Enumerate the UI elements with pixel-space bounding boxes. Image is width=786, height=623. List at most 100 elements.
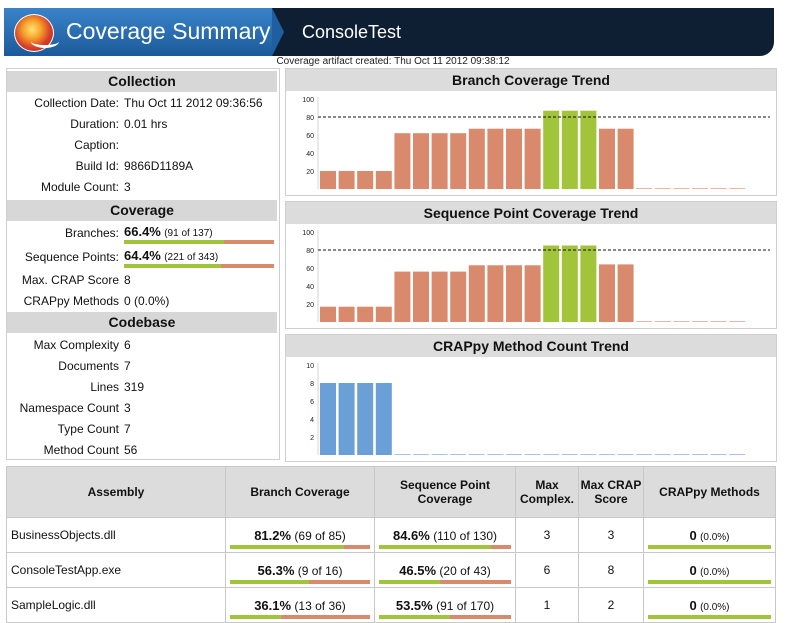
y-tick-label: 60 <box>306 266 314 273</box>
chart-bar <box>524 128 541 189</box>
assembly-name[interactable]: ConsoleTestApp.exe <box>6 552 226 588</box>
build-id-row: Build Id: 9866D1189A <box>7 155 277 176</box>
sequence-coverage-cell: 53.5% (91 of 170) <box>374 587 516 623</box>
assembly-name[interactable]: SampleLogic.dll <box>6 587 226 623</box>
crappy-method-trend-chart: CRAPpy Method Count Trend 10 8 6 4 2 <box>285 334 777 462</box>
collection-date-row: Collection Date: Thu Oct 11 2012 09:36:5… <box>7 92 277 113</box>
crappy-pct: (0.0%) <box>700 601 730 613</box>
y-tick-label: 100 <box>302 97 314 104</box>
chart-bar <box>320 171 336 189</box>
covered-fill <box>379 545 491 549</box>
sequence-pct: 84.6% <box>392 527 430 543</box>
row-value: 0.01 hrs <box>124 117 168 131</box>
chart-bar <box>320 306 336 322</box>
assembly-name[interactable]: BusinessObjects.dll <box>6 517 226 553</box>
chart-bar <box>413 271 429 322</box>
chart-title: Branch Coverage Trend <box>286 69 776 91</box>
column-header[interactable]: CRAPpy Methods <box>643 466 776 518</box>
y-tick-label: 4 <box>310 417 314 424</box>
table-header-row: Assembly Branch Coverage Sequence Point … <box>6 466 776 518</box>
page-header: Coverage Summary ConsoleTest <box>4 8 774 56</box>
max-crap-cell: 2 <box>578 587 644 623</box>
row-label: Build Id: <box>75 159 119 173</box>
documents-row: Documents 7 <box>7 355 277 376</box>
chart-plot: 100 80 60 40 20 <box>302 230 770 322</box>
row-label: Max Complexity <box>33 338 119 352</box>
chart-bar <box>561 245 578 322</box>
column-header[interactable]: Assembly <box>6 466 226 518</box>
row-label: Documents <box>58 359 119 373</box>
sequence-pct: 46.5% <box>399 562 437 578</box>
column-header[interactable]: Max Complex. <box>515 466 579 518</box>
codebase-heading: Codebase <box>7 312 277 333</box>
chart-bar <box>561 110 578 189</box>
column-header[interactable]: Max CRAP Score <box>578 466 644 518</box>
module-count-row: Module Count: 3 <box>7 176 277 197</box>
collection-heading: Collection <box>7 71 277 92</box>
chart-bar <box>431 271 448 322</box>
chart-bar <box>468 128 485 189</box>
max-complexity-cell: 6 <box>515 552 579 588</box>
branch-coverage-trend-chart: Branch Coverage Trend 100 80 60 40 20 <box>285 68 777 196</box>
column-header[interactable]: Branch Coverage <box>225 466 375 518</box>
branch-pct: 56.3% <box>257 562 295 578</box>
row-label: Method Count <box>43 443 119 457</box>
uncovered-fill <box>449 615 511 619</box>
caption-row: Caption: <box>7 134 277 155</box>
chart-bar <box>357 171 374 189</box>
branch-pct: 81.2% <box>254 527 292 543</box>
table-row: BusinessObjects.dll 81.2% (69 of 85) 84.6%… <box>6 517 776 553</box>
branch-coverage-bar <box>230 545 370 549</box>
row-label: Module Count: <box>40 180 119 194</box>
row-value: 3 <box>124 180 131 194</box>
clean-fill <box>648 580 771 584</box>
row-value: 66.4% (91 of 137) <box>124 224 213 239</box>
branch-detail: (13 of 36) <box>294 598 346 613</box>
chart-bar <box>487 128 504 189</box>
chart-bar <box>394 133 411 189</box>
y-tick-label: 6 <box>310 399 314 406</box>
crappy-methods-cell: 0 (0.0%) <box>643 517 776 553</box>
row-label: Caption: <box>74 138 119 152</box>
clean-fill <box>648 615 771 619</box>
y-tick-label: 8 <box>310 381 314 388</box>
branches-row: Branches: 66.4% (91 of 137) <box>7 222 277 246</box>
page-title: Coverage Summary <box>66 18 271 44</box>
branch-coverage-bar <box>230 580 370 584</box>
column-header[interactable]: Sequence Point Coverage <box>374 466 516 518</box>
branch-pct: 36.1% <box>254 597 292 613</box>
uncovered-fill <box>343 545 370 549</box>
uncovered-fill <box>223 240 274 244</box>
crappy-methods-row: CRAPpy Methods 0 (0.0%) <box>7 290 277 311</box>
sequence-coverage-cell: 84.6% (110 of 130) <box>374 517 516 553</box>
covered-fill <box>124 264 221 268</box>
row-label: Type Count <box>57 422 119 436</box>
clean-fill <box>648 545 771 549</box>
chart-bar <box>617 264 634 322</box>
row-label: Duration: <box>70 117 119 131</box>
row-label: CRAPpy Methods <box>23 294 119 308</box>
row-value: 3 <box>124 401 131 415</box>
crappy-pct: (0.0%) <box>700 531 730 543</box>
chart-bar <box>580 245 597 322</box>
sequence-point-trend-chart: Sequence Point Coverage Trend 100 80 60 40 2… <box>285 201 777 329</box>
max-crap-cell: 3 <box>578 517 644 553</box>
chart-bar <box>375 383 392 455</box>
covered-fill <box>230 615 281 619</box>
chart-bar <box>431 133 448 189</box>
row-value: Thu Oct 11 2012 09:36:56 <box>124 96 263 110</box>
sequence-detail: (110 of 130) <box>433 528 498 543</box>
branch-coverage-bar <box>230 615 370 619</box>
chart-bar <box>450 271 467 322</box>
row-label: Lines <box>90 380 119 394</box>
chart-bar <box>320 383 336 455</box>
max-crap-cell: 8 <box>578 552 644 588</box>
chart-bar <box>487 265 504 322</box>
logo-icon <box>14 14 59 52</box>
uncovered-fill <box>490 545 511 549</box>
branch-detail: (9 of 16) <box>297 563 343 578</box>
uncovered-fill <box>280 615 370 619</box>
branch-coverage-cell: 81.2% (69 of 85) <box>225 517 375 553</box>
type-count-row: Type Count 7 <box>7 418 277 439</box>
chart-bar <box>338 383 355 455</box>
